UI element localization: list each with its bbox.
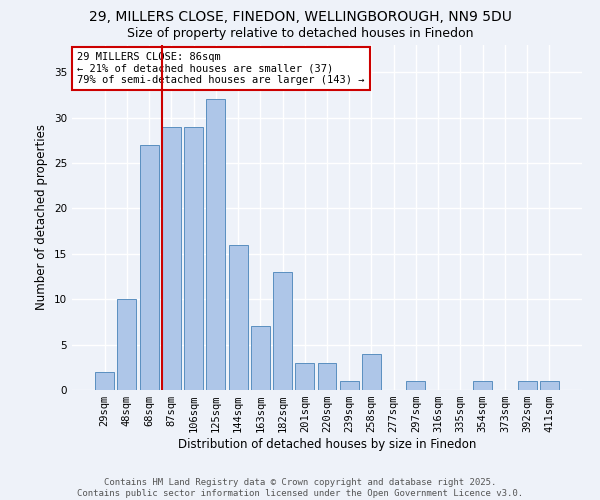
Bar xyxy=(406,381,425,390)
Bar xyxy=(317,363,337,390)
Y-axis label: Number of detached properties: Number of detached properties xyxy=(35,124,49,310)
X-axis label: Distribution of detached houses by size in Finedon: Distribution of detached houses by size … xyxy=(178,438,476,451)
Bar xyxy=(206,100,225,390)
Bar xyxy=(518,381,536,390)
Text: Contains HM Land Registry data © Crown copyright and database right 2025.
Contai: Contains HM Land Registry data © Crown c… xyxy=(77,478,523,498)
Bar xyxy=(118,299,136,390)
Bar xyxy=(362,354,381,390)
Bar xyxy=(184,126,203,390)
Bar xyxy=(295,363,314,390)
Bar xyxy=(340,381,359,390)
Text: 29 MILLERS CLOSE: 86sqm
← 21% of detached houses are smaller (37)
79% of semi-de: 29 MILLERS CLOSE: 86sqm ← 21% of detache… xyxy=(77,52,365,85)
Bar xyxy=(95,372,114,390)
Bar xyxy=(140,145,158,390)
Bar xyxy=(229,244,248,390)
Text: 29, MILLERS CLOSE, FINEDON, WELLINGBOROUGH, NN9 5DU: 29, MILLERS CLOSE, FINEDON, WELLINGBOROU… xyxy=(89,10,511,24)
Bar xyxy=(162,126,181,390)
Bar xyxy=(473,381,492,390)
Bar xyxy=(540,381,559,390)
Bar xyxy=(251,326,270,390)
Text: Size of property relative to detached houses in Finedon: Size of property relative to detached ho… xyxy=(127,28,473,40)
Bar xyxy=(273,272,292,390)
